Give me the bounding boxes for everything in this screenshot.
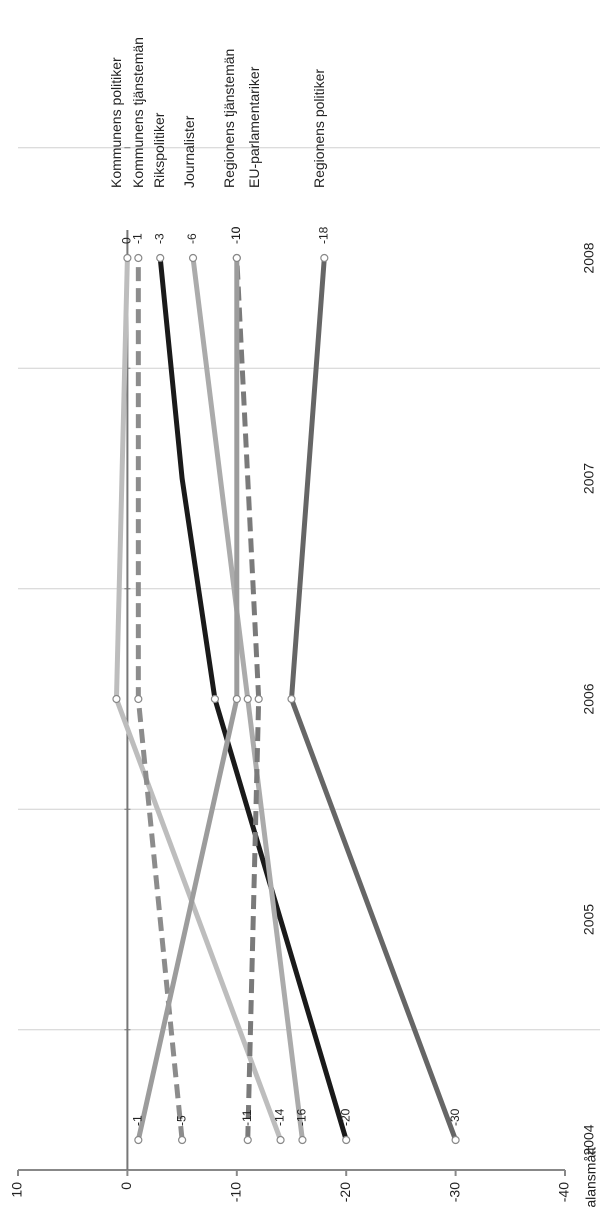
series-label: Regionens tjänstemän [221,49,237,188]
data-label: -10 [229,226,243,244]
x-tick-label: 2008 [581,242,597,273]
data-label: -6 [185,233,199,244]
point-marker [287,694,296,704]
y-tick-label: -30 [446,1182,462,1202]
data-label: -14 [273,1108,287,1126]
rotated-chart: Balansmått 10 0 -10 -20 -30 -4020042005200620… [9,37,600,1207]
point-marker [156,253,165,263]
series-label: EU-parlamentariker [246,66,262,188]
data-label: -11 [240,1109,254,1126]
point-marker [134,253,143,263]
point-marker [123,253,132,263]
point-marker [243,694,252,704]
point-marker [134,694,143,704]
data-label: -5 [174,1115,188,1126]
data-label: -1 [131,233,145,244]
point-marker [254,694,263,704]
point-marker [342,1135,351,1145]
x-tick-label: 2004 [581,1124,597,1155]
y-tick-label: 0 [118,1182,134,1190]
series-label: Regionens politiker [311,69,327,188]
y-axis-title: Balansmått [583,1147,599,1207]
point-marker [298,1135,307,1145]
point-marker [134,1135,143,1145]
point-marker [232,694,241,704]
data-label: -1 [131,1115,145,1126]
data-label: -18 [316,226,330,244]
data-label: 0 [120,237,134,244]
series-line [288,257,458,1141]
data-label: -10 [229,226,243,244]
x-tick-label: 2007 [581,463,597,494]
point-marker [243,1135,252,1145]
point-marker [232,253,241,263]
data-label: -16 [295,1108,309,1126]
series-label: Rikspolitiker [151,112,167,188]
y-tick-label: -20 [337,1182,353,1202]
point-marker [320,253,329,263]
series-label: Kommunens tjänstemän [130,37,146,188]
point-marker [112,694,121,704]
series-label: Journalister [181,115,197,188]
y-tick-label: 10 [9,1182,25,1198]
series-label: Kommunens politiker [108,57,124,188]
point-marker [451,1135,460,1145]
point-marker [276,1135,285,1145]
series-line [135,258,240,1141]
data-label: -20 [338,1108,352,1126]
data-label: -30 [448,1108,462,1126]
point-marker [210,694,220,704]
x-tick-label: 2005 [581,904,597,935]
data-label: -3 [152,233,166,244]
y-tick-label: -40 [556,1182,572,1202]
y-tick-label: -10 [228,1182,244,1202]
point-marker [188,253,198,263]
x-tick-label: 2006 [581,683,597,714]
point-marker [178,1135,187,1145]
